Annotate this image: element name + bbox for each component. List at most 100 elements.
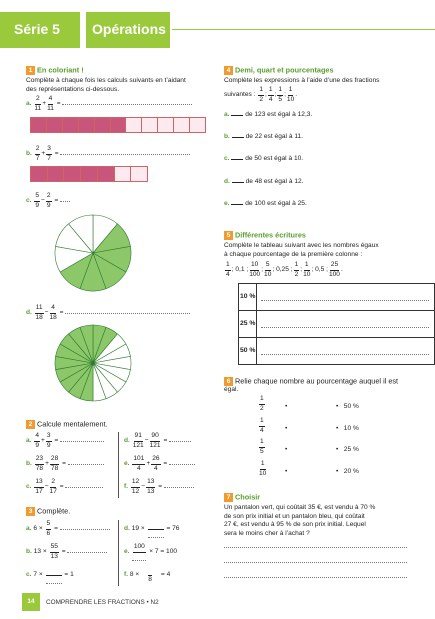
answer-line[interactable]: [231, 136, 244, 138]
answer-line[interactable]: [224, 562, 407, 563]
match-dot[interactable]: •: [285, 446, 288, 453]
answer-line[interactable]: [65, 486, 104, 488]
series-header: Série 5 Opérations: [0, 12, 170, 48]
pie-slice: [79, 324, 94, 364]
bar-figure-b: [30, 166, 148, 182]
answer-line[interactable]: [65, 312, 191, 314]
pie-figure-c: [54, 214, 132, 292]
bar-part: [114, 167, 132, 181]
answer-line[interactable]: [224, 577, 407, 578]
bar-part: [110, 118, 127, 132]
answer-line[interactable]: [261, 354, 430, 356]
bar-part: [64, 167, 82, 181]
table-row: 25 %: [237, 310, 435, 338]
match-dot[interactable]: •: [285, 425, 288, 432]
match-dot[interactable]: •: [285, 403, 288, 410]
exercise-4-instruction: Complète les expressions à l’aide d’une …: [224, 77, 380, 84]
page-number: 14: [22, 593, 40, 611]
pie-slice: [68, 214, 94, 254]
exercise-number: 1: [26, 65, 35, 75]
answer-line[interactable]: [67, 463, 104, 465]
exercise-1-instruction: Complète à chaque fois les calculs suiva…: [26, 77, 186, 93]
answer-line[interactable]: [231, 203, 244, 205]
bar-part: [142, 118, 159, 132]
exercise-6-title-cont: égal.: [224, 386, 239, 393]
exercise-6-title: 6 Relie chaque nombre au pourcentage auqu…: [224, 376, 398, 386]
match-dot[interactable]: •: [285, 468, 288, 475]
percent-table: 10 % 25 % 50 %: [237, 283, 435, 365]
answer-line[interactable]: [224, 547, 407, 548]
exercise-2c: c. 13 17−2 17 =: [26, 478, 104, 495]
exercise-2a: a. 4 9 +3 9 =: [26, 432, 105, 449]
answer-line[interactable]: [169, 440, 192, 442]
match-right-item[interactable]: • 10 %: [336, 425, 359, 432]
bar-part: [94, 118, 111, 132]
exercise-number: 7: [224, 492, 233, 502]
exercise-5-instruction: Complète le tableau suivant avec les nom…: [224, 242, 379, 258]
exercise-3c: c. 7 × = 1: [26, 567, 74, 585]
exercise-title: Complète.: [37, 506, 71, 516]
table-row: 50 %: [237, 337, 435, 365]
bar-part: [97, 167, 115, 181]
exercise-4b: b. de 22 est égal à 11.: [224, 133, 303, 140]
exercise-title: Demi, quart et pourcentages: [235, 65, 334, 75]
bar-part: [78, 118, 95, 132]
header-banner: [0, 12, 170, 48]
answer-line[interactable]: [163, 486, 194, 488]
answer-line[interactable]: [169, 463, 196, 465]
bar-part: [131, 167, 148, 181]
series-label: Série 5: [14, 21, 60, 37]
number-list: 1 4; 0,1 ; 10 100; 5 10; 0,25 ; 1 2; 1 10; 0,…: [225, 261, 343, 278]
exercise-title: Choisir: [235, 492, 261, 502]
exercise-3f: f. 8 × 8 = 4: [124, 570, 171, 583]
exercise-2f: f. 12 12−13 13 =: [124, 478, 194, 495]
exercise-number: 6: [224, 376, 233, 386]
column-divider: [118, 520, 119, 586]
exercise-title: En coloriant !: [37, 65, 84, 75]
exercise-1a: a. 2 11 + 4 11 =: [26, 95, 193, 112]
bar-part: [62, 118, 79, 132]
bar-part: [174, 118, 191, 132]
answer-line[interactable]: [60, 200, 71, 202]
match-right-item[interactable]: • 20 %: [336, 468, 359, 475]
exercise-4a: a. de 123 est égal à 12,3.: [224, 111, 313, 118]
exercise-2-title: 2 Calcule mentalement.: [26, 419, 108, 429]
column-divider: [118, 432, 119, 498]
exercise-number: 3: [26, 506, 35, 516]
exercise-number: 2: [26, 419, 35, 429]
bar-part: [47, 167, 65, 181]
answer-line[interactable]: [60, 153, 191, 155]
bar-part: [31, 167, 48, 181]
fraction-list: suivantes : 1 2; 1 4; 1 5; 1 10.: [224, 86, 298, 103]
exercise-3-title: 3 Complète.: [26, 506, 70, 516]
exercise-4-title: 4 Demi, quart et pourcentages: [224, 65, 334, 75]
bar-figure-a: [30, 117, 206, 133]
answer-line[interactable]: [59, 528, 110, 530]
page-title: Opérations: [92, 21, 166, 37]
exercise-title: Calcule mentalement.: [37, 419, 108, 429]
exercise-2b: b. 23 78 +28 78 =: [26, 455, 104, 472]
answer-line[interactable]: [261, 327, 430, 329]
exercise-3d: d. 19 × = 76: [124, 521, 179, 539]
exercise-3b: b. 13 × 55 13 =: [26, 543, 108, 560]
answer-line[interactable]: [231, 114, 244, 116]
bar-part: [46, 118, 63, 132]
exercise-2e: e. 101 4 +26 4 =: [124, 455, 196, 472]
bar-part: [190, 118, 205, 132]
match-right-item[interactable]: • 25 %: [336, 446, 359, 453]
match-right-item[interactable]: • 50 %: [336, 403, 359, 410]
answer-line[interactable]: [231, 181, 244, 183]
answer-line[interactable]: [62, 103, 193, 105]
exercise-title: Différentes écritures: [235, 230, 306, 240]
answer-line[interactable]: [60, 440, 105, 442]
answer-line[interactable]: [67, 551, 108, 553]
header-rule: [172, 29, 435, 30]
bar-part: [31, 118, 47, 132]
match-left-item: 1 10: [259, 460, 267, 477]
answer-line[interactable]: [261, 300, 430, 302]
answer-line[interactable]: [231, 158, 244, 160]
